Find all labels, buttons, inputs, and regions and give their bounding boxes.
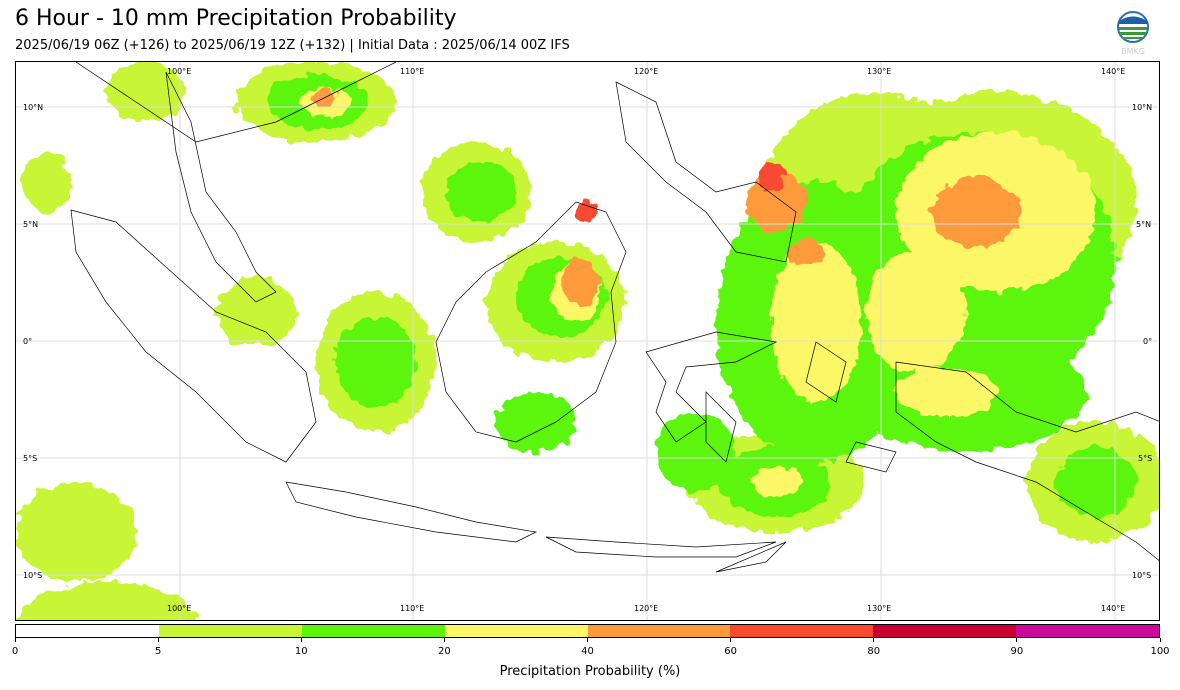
colorbar-segment <box>158 625 302 637</box>
lat-label-left: 10°N <box>23 103 44 112</box>
colorbar <box>15 624 1160 638</box>
lat-label-left: 10°S <box>23 571 43 580</box>
colorbar-tick-mark <box>587 638 588 642</box>
lon-label-bottom: 120°E <box>634 604 659 613</box>
colorbar-tick-mark <box>157 638 159 642</box>
colorbar-tick-mark <box>14 638 16 642</box>
lon-label-top: 110°E <box>400 67 425 76</box>
colorbar-label: Precipitation Probability (%) <box>499 664 681 679</box>
colorbar-tick-label: 40 <box>581 646 594 657</box>
lat-label-right: 5°N <box>1136 220 1152 229</box>
lon-label-bottom: 130°E <box>867 604 892 613</box>
lon-label-bottom: 140°E <box>1101 604 1126 613</box>
colorbar-tick-label: 10 <box>294 646 308 657</box>
precipitation-map: 100°E 110°E 120°E 130°E 140°E 100°E 110°… <box>15 61 1160 621</box>
logo-text: BMKG <box>1121 47 1145 56</box>
bmkg-logo-icon: BMKG <box>1112 10 1154 56</box>
colorbar-tick-mark <box>300 638 302 642</box>
colorbar-segment <box>730 625 874 637</box>
lat-label-right: 10°S <box>1132 571 1152 580</box>
lat-label-right: 0° <box>1143 337 1153 346</box>
lon-label-top: 140°E <box>1101 67 1126 76</box>
colorbar-tick-label: 100 <box>1150 646 1170 657</box>
page-subtitle: 2025/06/19 06Z (+126) to 2025/06/19 12Z … <box>15 38 570 53</box>
colorbar-tick-mark <box>1159 638 1161 642</box>
colorbar-tick-label: 80 <box>867 646 881 657</box>
lat-label-right: 5°S <box>1138 454 1153 463</box>
colorbar-segment <box>1016 625 1159 637</box>
colorbar-segment <box>16 625 159 637</box>
colorbar-tick-mark <box>873 638 875 642</box>
colorbar-tick-mark <box>443 638 445 642</box>
lat-label-right: 10°N <box>1132 103 1153 112</box>
colorbar-segment <box>587 625 731 637</box>
lon-label-bottom: 110°E <box>400 604 425 613</box>
colorbar-tick-label: 60 <box>724 646 737 657</box>
colorbar-tick-mark <box>1016 638 1018 642</box>
colorbar-tick-label: 90 <box>1010 646 1024 657</box>
lon-label-bottom: 100°E <box>167 604 192 613</box>
coastlines <box>70 62 1159 573</box>
lat-label-left: 5°N <box>23 220 39 229</box>
colorbar-tick-label: 20 <box>438 646 451 657</box>
lon-label-top: 100°E <box>167 67 192 76</box>
page-title: 6 Hour - 10 mm Precipitation Probability <box>15 6 457 31</box>
colorbar-segment <box>444 625 588 637</box>
lat-label-left: 0° <box>23 337 33 346</box>
lon-label-top: 130°E <box>867 67 892 76</box>
colorbar-tick-mark <box>730 638 732 642</box>
colorbar-segment <box>301 625 445 637</box>
lat-label-left: 5°S <box>23 454 38 463</box>
graticule <box>16 62 1159 620</box>
colorbar-tick-label: 0 <box>11 646 19 657</box>
lon-label-top: 120°E <box>634 67 659 76</box>
colorbar-segment <box>873 625 1017 637</box>
colorbar-tick-label: 5 <box>154 646 162 657</box>
